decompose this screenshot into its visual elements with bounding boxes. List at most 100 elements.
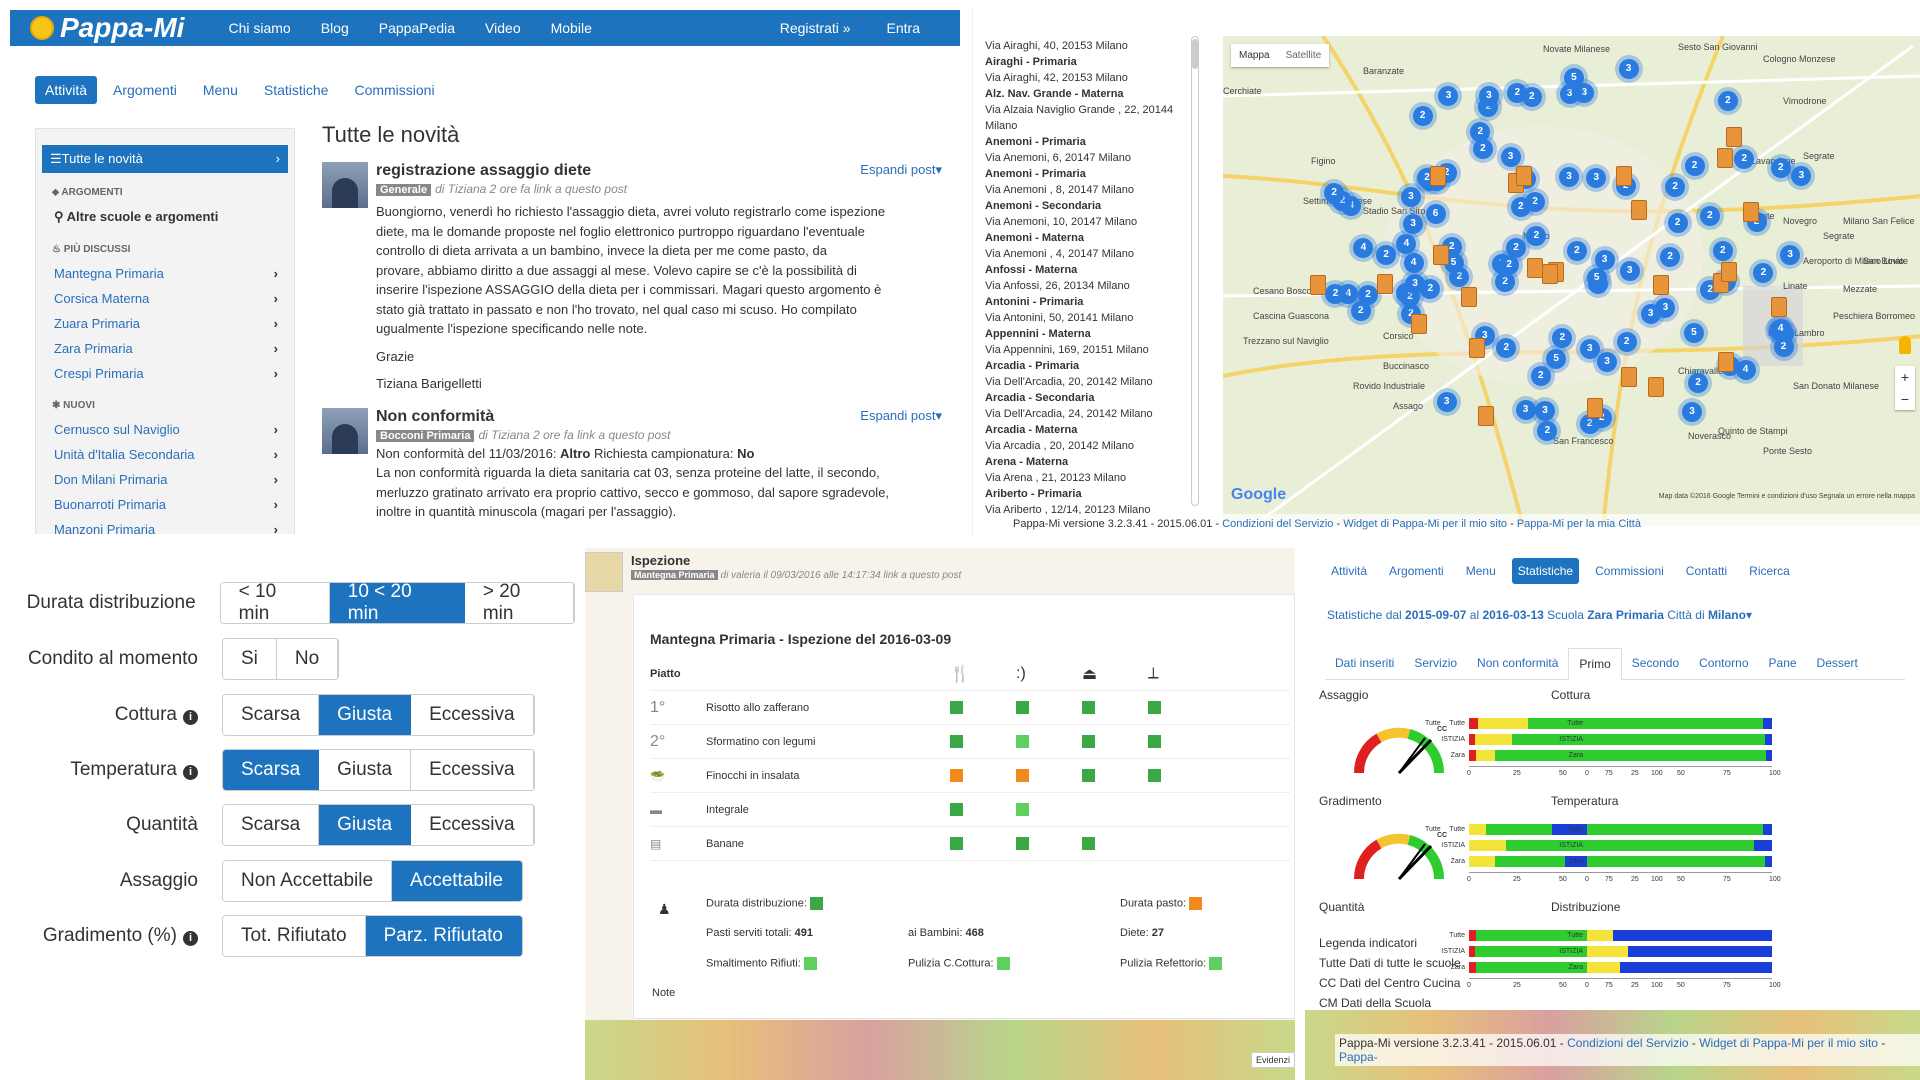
map-cluster-marker[interactable]: 2 bbox=[1521, 87, 1542, 108]
sidebar-item[interactable]: Zuara Primaria › bbox=[54, 316, 278, 331]
nav-item[interactable]: Statistiche bbox=[1511, 558, 1580, 584]
school-pin-icon[interactable] bbox=[1478, 406, 1495, 427]
option-button[interactable]: Giusta bbox=[319, 750, 412, 790]
school-name[interactable]: Anemoni - Primaria bbox=[985, 136, 1086, 148]
map-cluster-marker[interactable]: 3 bbox=[1535, 401, 1556, 421]
zoom-out-icon[interactable]: − bbox=[1900, 391, 1910, 407]
school-name[interactable]: Antonini - Primaria bbox=[985, 296, 1084, 308]
map-cluster-marker[interactable]: 2 bbox=[1496, 337, 1517, 358]
school-pin-icon[interactable] bbox=[1515, 166, 1532, 187]
evidenzia-button[interactable]: Evidenzi bbox=[1250, 1052, 1295, 1068]
sidebar-item[interactable]: Zara Primaria › bbox=[54, 341, 278, 356]
map-cluster-marker[interactable]: 3 bbox=[1594, 249, 1615, 270]
map-cluster-marker[interactable]: 3 bbox=[1597, 352, 1618, 373]
map-cluster-marker[interactable]: 2 bbox=[1358, 285, 1379, 306]
school-pin-icon[interactable] bbox=[1648, 376, 1665, 397]
stats-tab[interactable]: Servizio bbox=[1414, 656, 1458, 670]
school-map[interactable]: Mappa Satellite Baranzate Novate Milanese S… bbox=[1223, 36, 1920, 526]
option-button[interactable]: No bbox=[276, 639, 339, 679]
map-cluster-marker[interactable]: 3 bbox=[1586, 168, 1607, 189]
map-cluster-marker[interactable]: 2 bbox=[1510, 196, 1531, 217]
school-name[interactable]: Airaghi - Primaria bbox=[985, 56, 1077, 68]
nav-item[interactable]: Menu bbox=[1465, 564, 1496, 578]
option-button[interactable]: Parz. Rifiutato bbox=[365, 916, 522, 956]
school-pin-icon[interactable] bbox=[1461, 286, 1478, 307]
school-pin-icon[interactable] bbox=[1717, 352, 1734, 373]
register-link[interactable]: Registrati » bbox=[779, 20, 851, 36]
option-button[interactable]: Scarsa bbox=[223, 695, 320, 735]
map-cluster-marker[interactable]: 2 bbox=[1734, 149, 1755, 170]
tab-commissioni[interactable]: Commissioni bbox=[354, 82, 435, 98]
map-cluster-marker[interactable]: 2 bbox=[1526, 226, 1547, 247]
map-cluster-marker[interactable]: 4 bbox=[1770, 319, 1791, 340]
option-button[interactable]: Non Accettabile bbox=[223, 861, 393, 901]
post-title[interactable]: registrazione assaggio diete bbox=[376, 162, 592, 179]
school-pin-icon[interactable] bbox=[1743, 201, 1760, 222]
map-cluster-marker[interactable]: 2 bbox=[1688, 373, 1709, 394]
sidebar-item[interactable]: Corsica Materna › bbox=[54, 291, 278, 306]
map-cluster-marker[interactable]: 2 bbox=[1495, 271, 1516, 292]
map-cluster-marker[interactable]: 5 bbox=[1683, 323, 1704, 344]
info-icon[interactable]: i bbox=[183, 931, 198, 946]
footer-link-city[interactable]: Pappa-Mi per la mia Città bbox=[1516, 518, 1641, 530]
info-icon[interactable]: i bbox=[183, 765, 198, 780]
post-tag[interactable]: Bocconi Primaria bbox=[376, 429, 475, 442]
school-pin-icon[interactable] bbox=[1542, 263, 1559, 284]
school-pin-icon[interactable] bbox=[1433, 245, 1450, 266]
option-button[interactable]: > 20 min bbox=[464, 583, 574, 623]
stats-tab[interactable]: Non conformità bbox=[1477, 656, 1559, 670]
pegman-icon[interactable] bbox=[1899, 336, 1911, 354]
stats-tab[interactable]: Contorno bbox=[1699, 656, 1749, 670]
footer-link-terms[interactable]: Condizioni del Servizio bbox=[1567, 1036, 1689, 1050]
option-button[interactable]: < 10 min bbox=[220, 583, 330, 623]
footer-link-widget[interactable]: Widget di Pappa-Mi per il mio sito bbox=[1343, 518, 1508, 530]
sidebar-item[interactable]: Cernusco sul Naviglio › bbox=[54, 422, 278, 437]
map-cluster-marker[interactable]: 2 bbox=[1324, 183, 1345, 204]
map-cluster-marker[interactable]: 2 bbox=[1412, 106, 1433, 127]
school-pin-icon[interactable] bbox=[1717, 147, 1734, 168]
sidebar-item[interactable]: Buonarroti Primaria › bbox=[54, 497, 278, 512]
date-to[interactable]: 2016-03-13 bbox=[1482, 608, 1544, 622]
map-cluster-marker[interactable]: 2 bbox=[1537, 420, 1558, 441]
nav-item[interactable]: Ricerca bbox=[1749, 564, 1790, 578]
footer-link-terms[interactable]: Condizioni del Servizio bbox=[1222, 518, 1334, 530]
map-cluster-marker[interactable]: 3 bbox=[1640, 303, 1661, 324]
map-cluster-marker[interactable]: 2 bbox=[1773, 336, 1794, 357]
option-button[interactable]: 10 < 20 min bbox=[329, 583, 465, 623]
map-cluster-marker[interactable]: 2 bbox=[1530, 366, 1551, 387]
sidebar-item[interactable]: Crespi Primaria › bbox=[54, 366, 278, 381]
post-tag[interactable]: Generale bbox=[376, 184, 432, 196]
school-pin-icon[interactable] bbox=[1726, 127, 1743, 148]
map-cluster-marker[interactable]: 2 bbox=[1420, 279, 1441, 300]
map-cluster-marker[interactable]: 3 bbox=[1682, 401, 1703, 422]
expand-post-button[interactable]: Espandi post▾ bbox=[860, 162, 942, 177]
school-pin-icon[interactable] bbox=[1430, 166, 1447, 187]
map-cluster-marker[interactable]: 2 bbox=[1753, 263, 1774, 284]
map-cluster-marker[interactable]: 2 bbox=[1552, 328, 1573, 349]
map-cluster-marker[interactable]: 3 bbox=[1400, 186, 1421, 207]
tab-argomenti[interactable]: Argomenti bbox=[113, 82, 177, 98]
map-tab-mappa[interactable]: Mappa bbox=[1239, 50, 1270, 61]
option-button[interactable]: Si bbox=[223, 639, 277, 679]
school-pin-icon[interactable] bbox=[1621, 367, 1638, 388]
map-cluster-marker[interactable]: 2 bbox=[1566, 240, 1587, 261]
nav-video[interactable]: Video bbox=[485, 20, 521, 36]
sidebar-item[interactable]: Unità d'Italia Secondaria › bbox=[54, 447, 278, 462]
nav-mobile[interactable]: Mobile bbox=[550, 20, 592, 36]
school-pin-icon[interactable] bbox=[1469, 337, 1486, 358]
map-cluster-marker[interactable]: 2 bbox=[1665, 176, 1686, 197]
option-button[interactable]: Accettabile bbox=[392, 861, 522, 901]
map-cluster-marker[interactable]: 3 bbox=[1403, 214, 1424, 235]
option-button[interactable]: Eccessiva bbox=[411, 695, 534, 735]
map-cluster-marker[interactable]: 3 bbox=[1559, 167, 1580, 188]
nav-chi-siamo[interactable]: Chi siamo bbox=[228, 20, 291, 36]
school-select[interactable]: Zara Primaria bbox=[1587, 608, 1664, 622]
map-cluster-marker[interactable]: 3 bbox=[1559, 83, 1580, 104]
school-pin-icon[interactable] bbox=[1631, 199, 1648, 220]
nav-item[interactable]: Attività bbox=[1331, 564, 1368, 578]
post-title[interactable]: Non conformità bbox=[376, 407, 495, 425]
school-name[interactable]: Arcadia - Materna bbox=[985, 424, 1078, 436]
map-cluster-marker[interactable]: 5 bbox=[1546, 349, 1567, 370]
option-button[interactable]: Eccessiva bbox=[411, 805, 534, 845]
map-cluster-marker[interactable]: 2 bbox=[1472, 138, 1493, 159]
